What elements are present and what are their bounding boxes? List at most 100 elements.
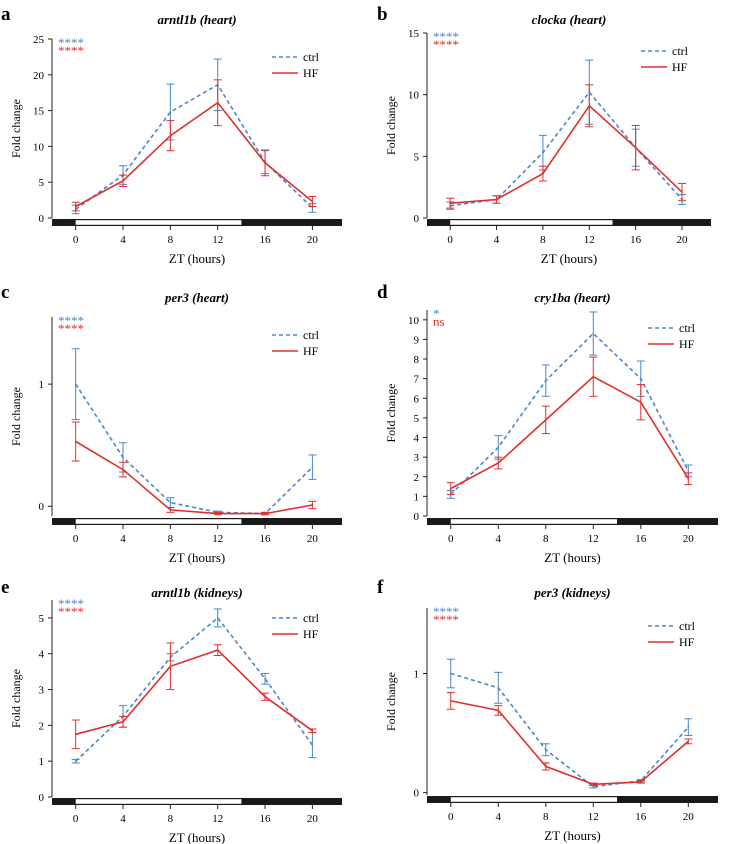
y-tick-label: 20 xyxy=(33,70,45,82)
y-tick-label: 5 xyxy=(414,151,420,163)
x-axis-label: ZT (hours) xyxy=(541,251,597,266)
chart-title: per3 (kidneys) xyxy=(533,585,610,600)
y-tick-label: 4 xyxy=(39,649,45,661)
series-hf xyxy=(446,356,693,495)
data-point xyxy=(449,700,452,702)
x-tick-label: 0 xyxy=(448,811,454,823)
y-tick-label: 8 xyxy=(414,354,420,366)
data-point xyxy=(681,191,683,193)
data-point xyxy=(169,665,172,668)
data-point xyxy=(497,462,500,464)
data-point xyxy=(264,678,266,680)
x-tick-label: 8 xyxy=(543,811,549,823)
data-point xyxy=(169,509,172,511)
x-tick-label: 12 xyxy=(212,234,223,246)
y-tick-label: 15 xyxy=(408,28,420,40)
series-line xyxy=(75,649,313,736)
series-line xyxy=(75,616,314,762)
data-point xyxy=(449,672,452,675)
data-point xyxy=(542,151,544,154)
series-hf xyxy=(446,692,693,786)
x-tick-label: 8 xyxy=(543,533,549,545)
y-axis-label: Fold change xyxy=(9,387,23,446)
x-axis-label: ZT (hours) xyxy=(169,550,225,565)
series-hf xyxy=(71,421,317,516)
x-tick-label: 8 xyxy=(168,234,174,246)
panel-a: a arntl1b (heart) 0 5 10 15 20 25 Fold change 0 4 8… xyxy=(1,4,342,266)
data-point xyxy=(544,419,547,421)
legend: ctrl HF xyxy=(641,44,689,74)
x-tick-label: 0 xyxy=(448,533,454,545)
data-point xyxy=(588,104,591,107)
data-point xyxy=(122,720,124,723)
y-tick-label: 10 xyxy=(33,141,45,153)
chart-title: arntl1b (heart) xyxy=(157,12,236,27)
data-point xyxy=(74,733,77,736)
series-ctrl xyxy=(71,58,317,215)
legend-label: HF xyxy=(303,627,319,641)
x-tick-label: 16 xyxy=(635,811,647,823)
x-tick-label: 8 xyxy=(168,813,174,825)
data-point xyxy=(74,760,77,762)
series-line xyxy=(75,383,313,515)
series-ctrl xyxy=(71,608,317,764)
data-point xyxy=(169,501,172,504)
data-point xyxy=(311,729,314,732)
data-point xyxy=(169,134,172,137)
light-phase-bar xyxy=(450,519,618,524)
x-tick-label: 20 xyxy=(307,813,319,825)
y-axis-label: Fold change xyxy=(9,99,23,158)
x-tick-label: 0 xyxy=(73,234,79,246)
legend-label: ctrl xyxy=(672,44,689,58)
legend-label: HF xyxy=(679,337,695,351)
significance-ctrl: **** xyxy=(58,596,84,611)
x-tick-label: 20 xyxy=(683,811,695,823)
data-point xyxy=(497,687,500,689)
chart-title: arntl1b (kidneys) xyxy=(151,585,242,600)
data-point xyxy=(169,111,172,113)
series-ctrl xyxy=(71,348,317,516)
data-point xyxy=(592,332,595,335)
data-point xyxy=(311,744,314,746)
series-line xyxy=(450,700,689,786)
data-point xyxy=(311,200,314,203)
panel-letter: e xyxy=(1,577,9,598)
y-tick-label: 4 xyxy=(414,433,420,445)
y-tick-label: 6 xyxy=(414,393,420,405)
significance-ctrl: * xyxy=(433,306,440,321)
x-tick-label: 0 xyxy=(73,813,79,825)
series-line xyxy=(450,672,689,788)
significance-ctrl: **** xyxy=(58,313,84,328)
data-point xyxy=(592,785,595,788)
legend-label: ctrl xyxy=(303,328,320,342)
data-point xyxy=(449,487,452,490)
legend-label: HF xyxy=(679,635,695,649)
data-point xyxy=(122,179,124,182)
light-phase-bar xyxy=(75,519,242,524)
y-tick-label: 25 xyxy=(33,34,45,46)
data-point xyxy=(495,198,498,201)
data-point xyxy=(687,477,690,480)
data-point xyxy=(634,146,637,149)
x-axis-label: ZT (hours) xyxy=(544,828,600,843)
panel-letter: a xyxy=(1,4,11,25)
x-tick-label: 12 xyxy=(588,533,599,545)
x-tick-label: 8 xyxy=(168,533,174,545)
chart-title: clocka (heart) xyxy=(532,12,607,27)
light-phase-bar xyxy=(450,797,618,802)
panel-b: b clocka (heart) 0 5 10 15 Fold change 0 4 8 12 16 2… xyxy=(377,4,711,266)
x-tick-label: 16 xyxy=(635,533,647,545)
y-tick-label: 0 xyxy=(39,501,45,513)
significance-ctrl: **** xyxy=(433,604,459,619)
y-axis-label: Fold change xyxy=(9,669,23,728)
x-tick-label: 4 xyxy=(496,533,502,545)
data-point xyxy=(264,512,266,515)
y-tick-label: 0 xyxy=(39,792,45,804)
panel-letter: f xyxy=(377,577,384,598)
panel-letter: d xyxy=(377,282,388,303)
data-point xyxy=(544,748,547,751)
data-point xyxy=(639,781,642,783)
x-tick-label: 20 xyxy=(307,533,319,545)
data-point xyxy=(592,783,595,786)
series-line xyxy=(75,83,313,211)
